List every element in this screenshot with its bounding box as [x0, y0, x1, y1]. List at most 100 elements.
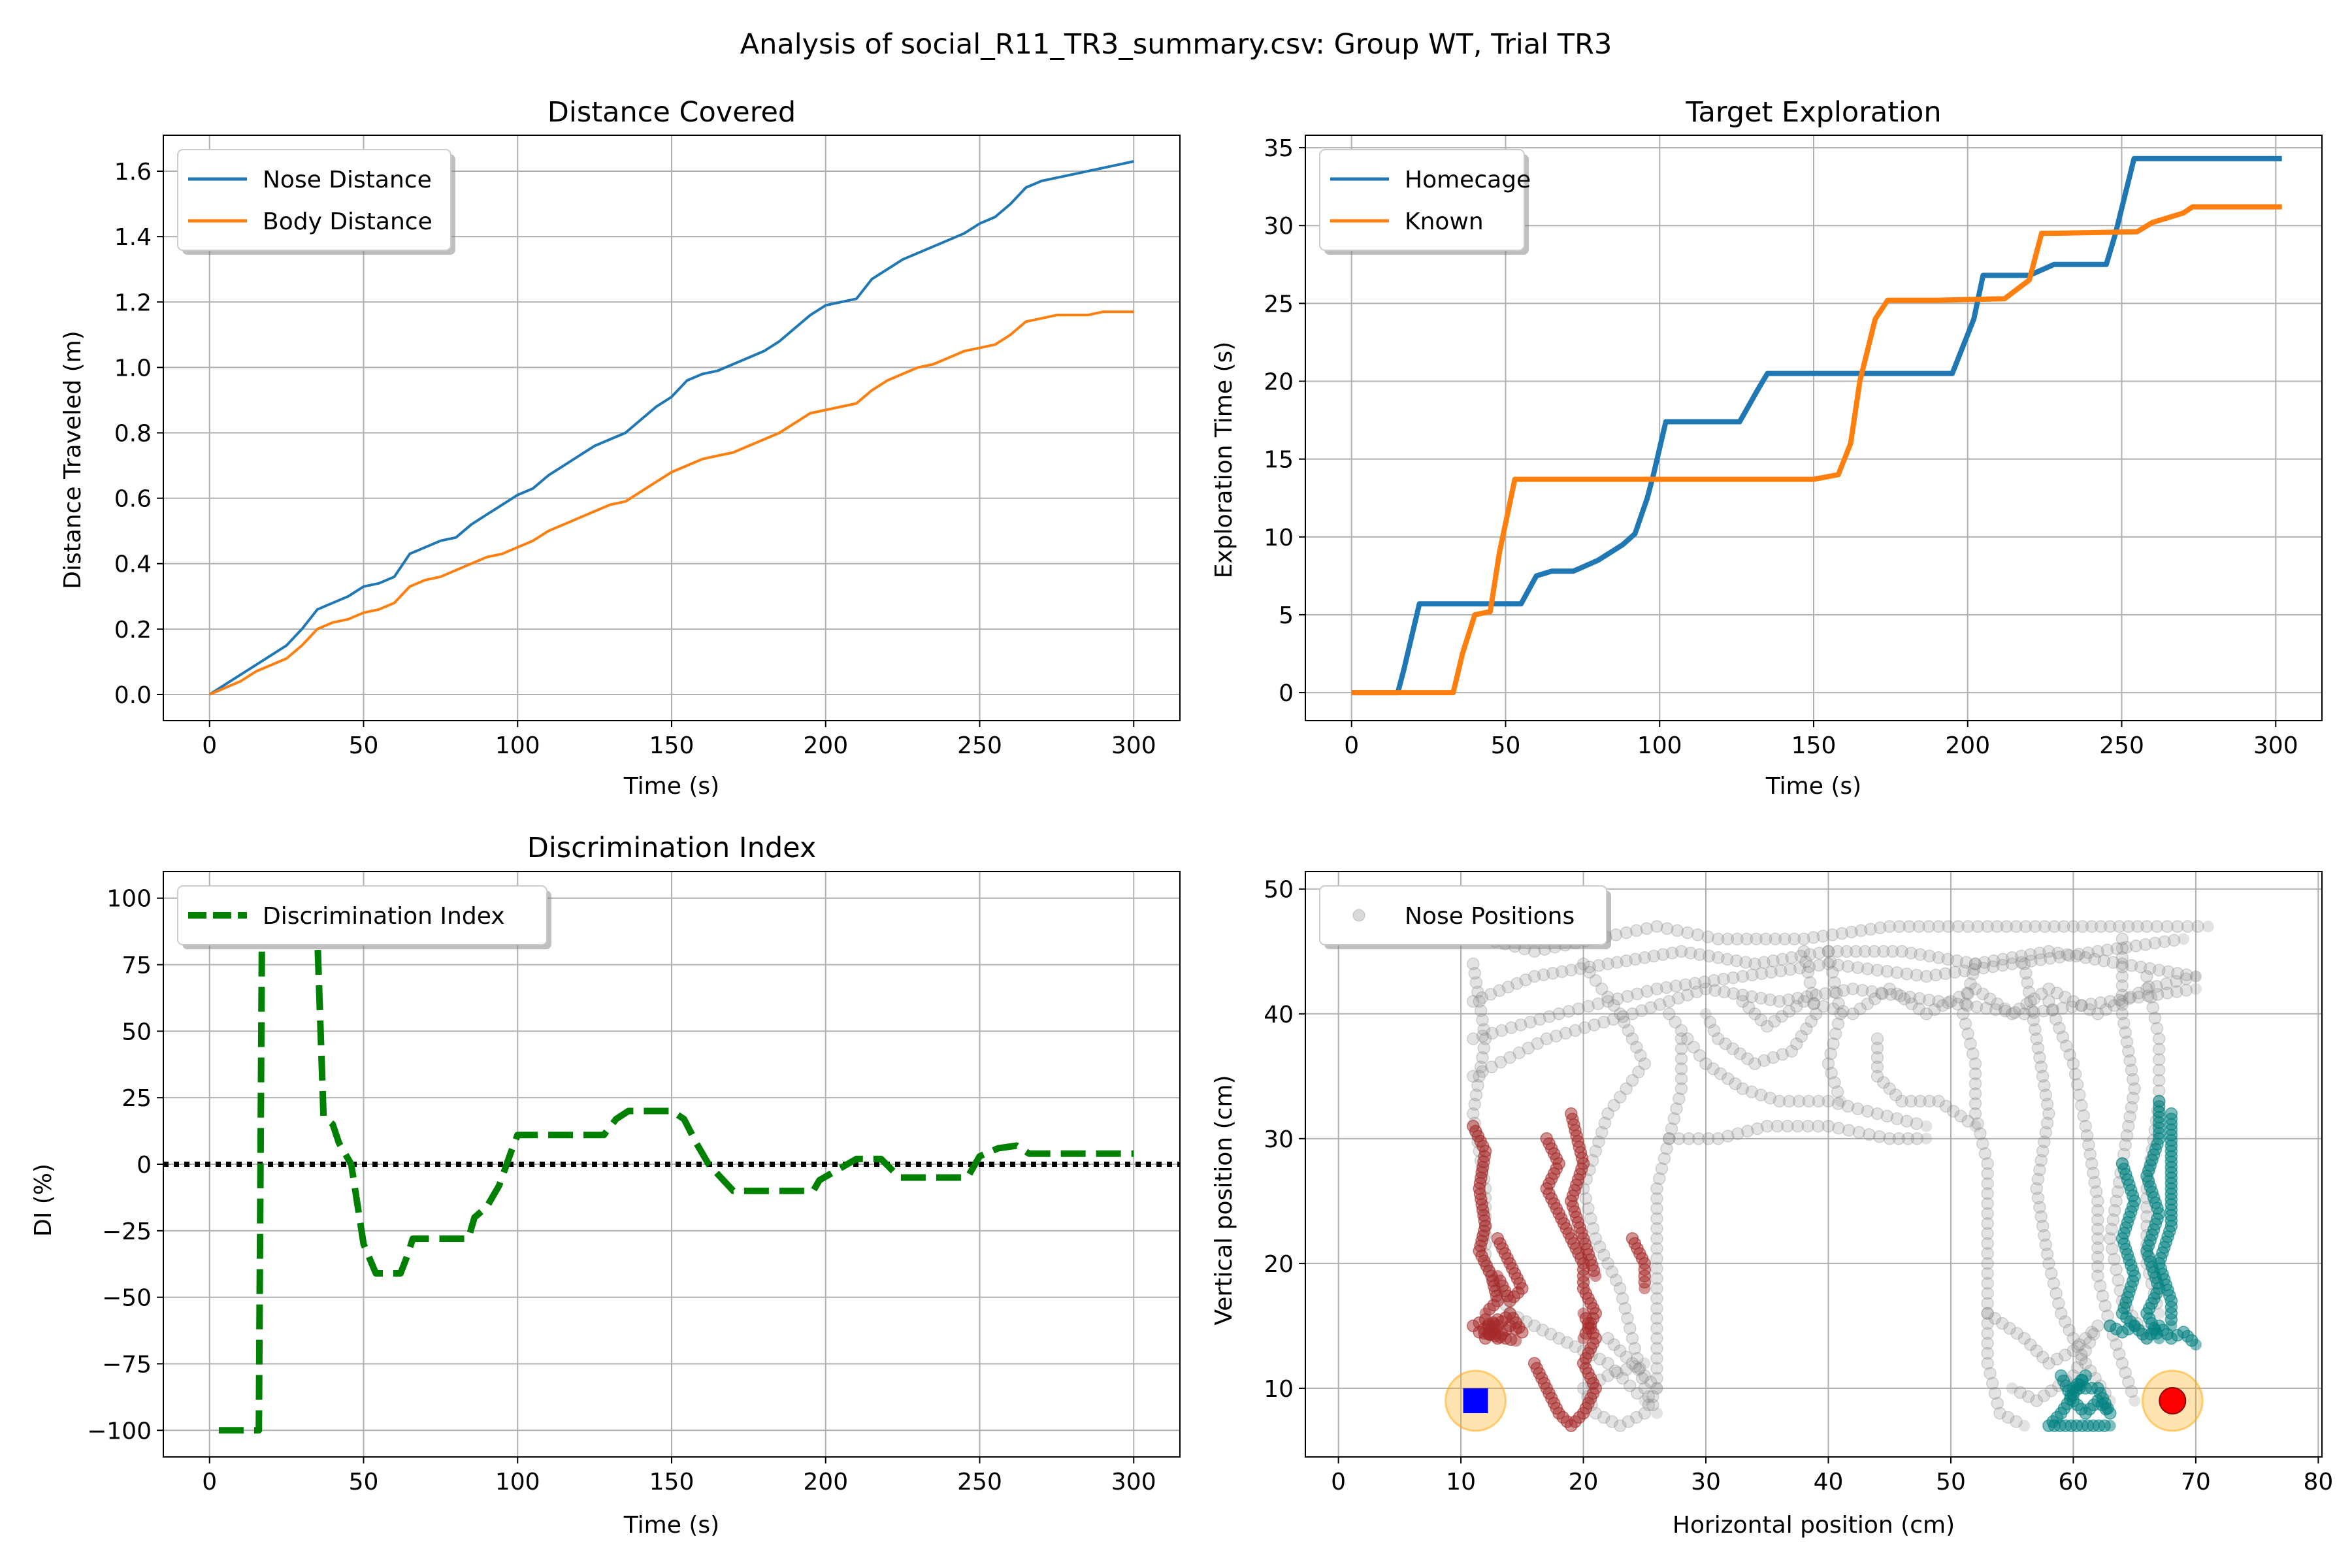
- nose-position-point: [1996, 953, 2010, 966]
- nose-position-point: [2131, 920, 2144, 933]
- nose-position-point: [1900, 967, 1914, 981]
- nose-position-point: [1597, 1411, 1610, 1424]
- nose-position-point: [1475, 991, 1488, 1004]
- nose-position-point: [1959, 1017, 1972, 1030]
- nose-position-point: [1970, 1000, 1984, 1013]
- nose-position-point: [1795, 1030, 1808, 1043]
- nose-position-point: [1650, 1362, 1663, 1375]
- nose-position-point: [1910, 1117, 1923, 1130]
- nose-position-point: [1638, 1407, 1652, 1420]
- nose-position-point: [1647, 949, 1661, 963]
- nose-position-point: [1968, 1067, 1982, 1081]
- nose-position-point: [1954, 1109, 1967, 1123]
- nose-position-point: [1467, 1032, 1480, 1045]
- nose-position-point: [1622, 1415, 1635, 1428]
- nose-position-point: [2076, 920, 2089, 933]
- x-tick-label: 100: [495, 732, 540, 759]
- nose-position-point: [2027, 1013, 2040, 1027]
- nose-position-point: [1794, 949, 1808, 963]
- nose-position-point: [1577, 1332, 1590, 1345]
- nose-position-point: [1595, 982, 1609, 996]
- nose-position-point: [2150, 980, 2163, 993]
- nose-position-point: [1961, 999, 1974, 1012]
- nose-position-point: [2112, 920, 2126, 933]
- nose-position-point: [2029, 920, 2042, 933]
- nose-position-point: [2005, 1007, 2019, 1021]
- nose-position-point: [2040, 1098, 2054, 1111]
- nose-position-point: [1932, 951, 1945, 964]
- nose-position-point: [2091, 1007, 2104, 1021]
- nose-position-point: [1846, 1007, 1859, 1021]
- nose-position-point: [1584, 1212, 1597, 1225]
- nose-position-point: [1846, 982, 1859, 996]
- nose-position-point: [1687, 1040, 1701, 1054]
- nose-position-point: [2152, 1053, 2166, 1066]
- nose-position-point: [1658, 1152, 1671, 1166]
- discrimination-panel: Discrimination Index Time (s) DI (%) 0 50…: [30, 832, 1181, 1539]
- nose-position-point: [2115, 932, 2129, 945]
- nose-position-point: [2189, 983, 2202, 995]
- nose-position-point: [2070, 1340, 2084, 1353]
- nose-position-point: [1805, 987, 1819, 1000]
- nose-position-point: [1577, 1307, 1590, 1320]
- nose-position-point: [1851, 961, 1865, 974]
- nose-position-point: [1670, 1102, 1683, 1115]
- nose-position-point: [2010, 1327, 2023, 1340]
- nose-position-point: [2115, 1007, 2129, 1021]
- nose-position-point: [1884, 988, 1898, 1001]
- nose-position-point: [2123, 1110, 2136, 1124]
- nose-position-point: [1987, 954, 2001, 968]
- nose-position-point: [2110, 1263, 2123, 1277]
- scatter-series: [1467, 1107, 1652, 1432]
- y-tick-label: 0.8: [114, 421, 152, 448]
- discrimination-legend: Discrimination Index: [177, 885, 551, 949]
- discrimination-xlabel: Time (s): [623, 1512, 719, 1539]
- nose-position-point: [1681, 988, 1694, 1002]
- nose-position-point: [2021, 1390, 2035, 1403]
- nose-position-point: [1736, 994, 1750, 1008]
- y-tick-label: 10: [1264, 1376, 1294, 1403]
- nose-position-point: [1989, 1003, 2002, 1017]
- nose-position-point: [1628, 1342, 1642, 1355]
- nose-position-point: [1650, 1182, 1663, 1196]
- nose-position-point: [2180, 972, 2193, 986]
- nose-position-point: [1653, 1172, 1666, 1185]
- nose-position-point: [1618, 1301, 1632, 1315]
- nose-position-point: [1592, 997, 1605, 1011]
- nose-position-point: [2104, 1420, 2116, 1432]
- nose-position-point: [1782, 1005, 1796, 1018]
- nose-position-point: [1638, 1369, 1652, 1382]
- nose-position-point: [2167, 934, 2181, 947]
- nose-position-point: [1976, 1137, 1989, 1151]
- x-tick-label: 50: [349, 732, 379, 759]
- nose-position-point: [1870, 964, 1884, 977]
- nose-position-point: [1691, 928, 1705, 941]
- nose-position-point: [1560, 1336, 1574, 1349]
- nose-position-point: [1642, 1398, 1656, 1412]
- nose-position-point: [1650, 1192, 1663, 1205]
- nose-position-point: [1959, 956, 1973, 969]
- nose-position-point: [1831, 958, 1845, 972]
- nose-position-point: [1771, 1119, 1784, 1133]
- y-tick-label: 0.4: [114, 551, 152, 578]
- nose-position-point: [2115, 998, 2129, 1011]
- nose-position-point: [1660, 1142, 1673, 1155]
- nose-position-point: [2171, 920, 2184, 933]
- nose-position-point: [2171, 966, 2184, 980]
- nose-position-point: [1712, 932, 1725, 945]
- nose-position-point: [1868, 992, 1882, 1005]
- nose-position-point: [2066, 920, 2080, 933]
- nose-position-point: [1938, 967, 1952, 980]
- nose-position-point: [1981, 1197, 1994, 1210]
- nose-position-point: [1595, 1126, 1609, 1139]
- nose-position-point: [1633, 1362, 1646, 1375]
- nose-position-point: [2056, 1030, 2070, 1044]
- nose-position-point: [1969, 1120, 1982, 1132]
- nose-position-point: [1761, 1119, 1774, 1133]
- nose-position-point: [1650, 1342, 1663, 1355]
- x-tick-label: 10: [1446, 1469, 1476, 1495]
- nose-position-point: [1793, 961, 1806, 975]
- nose-position-point: [2066, 1057, 2080, 1070]
- nose-position-point: [1630, 1411, 1643, 1424]
- nose-position-point: [1988, 1312, 2002, 1325]
